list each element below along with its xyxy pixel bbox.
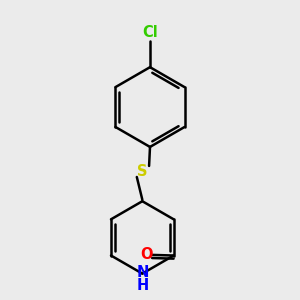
Text: N: N <box>137 266 149 280</box>
Text: O: O <box>141 248 153 262</box>
Text: S: S <box>137 164 148 179</box>
Text: Cl: Cl <box>142 25 158 40</box>
Text: H: H <box>137 278 149 293</box>
